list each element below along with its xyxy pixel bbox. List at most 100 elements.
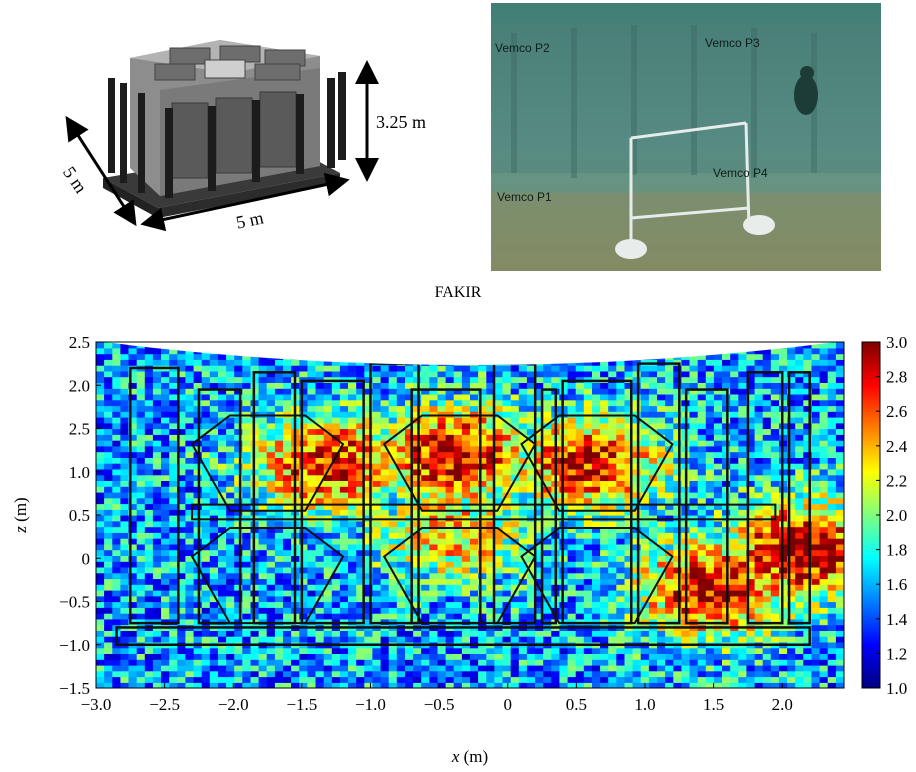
heatmap-cell [274,549,284,556]
heatmap-cell [705,440,715,447]
heatmap-cell [372,388,382,395]
heatmap-cell [738,486,747,493]
heatmap-cell [648,595,658,603]
heatmap-cell [258,566,268,574]
heatmap-cell [518,451,528,458]
heatmap-cell [315,451,325,458]
heatmap-cell [795,636,804,643]
heatmap-cell [640,526,650,533]
heatmap-cell [136,520,146,528]
heatmap-cell [543,590,552,597]
heatmap-cell [226,607,235,614]
heatmap-cell [283,382,292,389]
heatmap-cell [616,601,625,608]
heatmap-cell [413,670,422,678]
heatmap-cell [169,653,178,660]
heatmap-cell [323,647,333,654]
heatmap-cell [478,405,487,412]
heatmap-cell [795,520,804,528]
heatmap-cell [299,497,308,505]
heatmap-cell [388,399,398,407]
heatmap-cell [835,590,844,597]
heatmap-cell [600,584,609,591]
heatmap-cell [283,590,292,597]
heatmap-cell [348,659,357,666]
heatmap-cell [356,566,365,574]
heatmap-cell [510,440,520,447]
heatmap-cell [567,486,577,493]
heatmap-cell [583,468,593,476]
heatmap-cell [518,561,528,568]
heatmap-cell [177,664,186,672]
heatmap-cell [169,595,178,603]
heatmap-cell [770,653,780,660]
heatmap-cell [600,590,609,597]
heatmap-cell [445,399,455,407]
heatmap-cell [218,486,227,493]
heatmap-cell [112,566,121,574]
heatmap-cell [152,468,162,476]
heatmap-cell [283,422,292,430]
heatmap-cell [526,474,536,481]
heatmap-cell [803,584,812,591]
heatmap-cell [161,613,170,620]
heatmap-cell [144,440,154,447]
heatmap-cell [746,653,756,660]
heatmap-cell [209,451,219,458]
heatmap-cell [437,405,447,412]
heatmap-cell [323,659,333,666]
heatmap-cell [331,653,341,660]
heatmap-cell [575,440,585,447]
heatmap-cell [112,463,121,470]
heatmap-cell [405,578,414,585]
heatmap-cell [835,497,844,505]
heatmap-cell [665,417,674,424]
heatmap-cell [437,445,447,453]
heatmap-cell [226,590,235,597]
heatmap-cell [518,474,528,481]
heatmap-cell [502,520,512,528]
heatmap-cell [592,601,601,608]
heatmap-cell [730,566,739,574]
heatmap-cell [705,601,715,608]
heatmap-cell [364,405,373,412]
heatmap-cell [258,463,268,470]
heatmap-cell [592,428,601,435]
heatmap-cell [429,630,438,637]
heatmap-cell [274,509,284,516]
heatmap-cell [787,578,796,585]
heatmap-cell [453,393,463,401]
heatmap-cell [510,636,520,643]
heatmap-cell [396,613,406,620]
heatmap-cell [746,613,756,620]
heatmap-cell [835,532,844,539]
heatmap-cell [640,474,650,481]
heatmap-cell [713,538,723,545]
heatmap-cell [681,376,691,383]
heatmap-cell [128,659,138,666]
heatmap-cell [120,491,130,499]
heatmap-cell [762,590,772,597]
heatmap-cell [689,399,699,407]
heatmap-cell [250,659,260,666]
heatmap-cell [339,405,349,412]
heatmap-cell [787,659,796,666]
heatmap-cell [372,555,382,562]
heatmap-cell [185,682,195,688]
heatmap-cell [201,399,211,407]
heatmap-cell [770,561,780,568]
heatmap-cell [144,607,154,614]
heatmap-cell [299,520,308,528]
heatmap-cell [136,595,146,603]
heatmap-cell [315,520,325,528]
heatmap-cell [543,497,552,505]
heatmap-cell [266,445,276,453]
heatmap-cell [592,434,601,441]
heatmap-cell [600,434,609,441]
heatmap-cell [486,618,495,626]
heatmap-cell [161,497,170,505]
heatmap-cell [136,399,146,407]
heatmap-cell [234,376,243,383]
heatmap-cell [104,497,113,505]
heatmap-cell [486,388,495,395]
